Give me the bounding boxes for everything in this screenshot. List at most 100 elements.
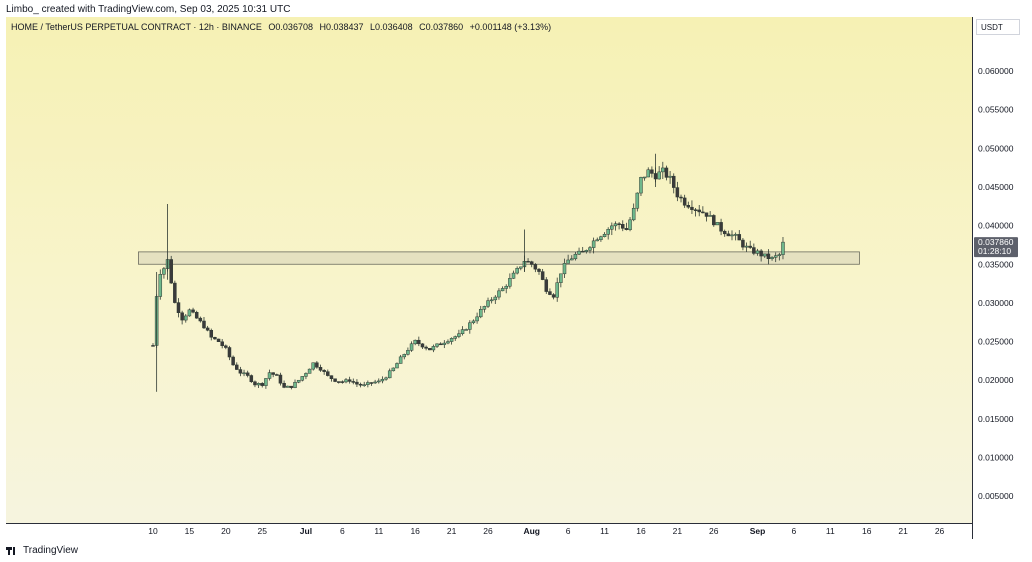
candle-body: [657, 171, 661, 180]
currency-selector[interactable]: USDT: [976, 19, 1020, 35]
footer-brand[interactable]: TradingView: [23, 545, 79, 556]
candle-body: [409, 343, 414, 351]
candle-body: [722, 230, 727, 235]
price-tick-label: 0.020000: [978, 375, 1014, 385]
candle-body: [402, 354, 407, 358]
support-zone-layer: [138, 251, 860, 265]
candle-body: [398, 356, 403, 364]
candle-body: [438, 343, 443, 346]
price-tick-label: 0.055000: [978, 105, 1014, 115]
candle-body: [748, 245, 752, 248]
candle-body: [650, 169, 654, 174]
ohlc-low: L0.036408: [370, 22, 413, 32]
candle-body: [271, 372, 275, 375]
time-ticks-layer: 10 15 20 25 Jul 6 11 16 21 26 Aug 6 11 16 21 26 Sep 6 11 16…: [148, 526, 944, 536]
price-tick-label: 0.005000: [978, 491, 1014, 501]
candle-body: [191, 309, 195, 313]
candle-body: [602, 233, 607, 237]
price-tick-label: 0.025000: [978, 337, 1014, 347]
time-tick-label: 21: [673, 526, 683, 536]
candle-body: [693, 209, 698, 211]
price-tick-label: 0.015000: [978, 414, 1014, 424]
candle-body: [606, 229, 610, 235]
price-tick-label: 0.045000: [978, 182, 1014, 192]
candle-body: [304, 373, 308, 377]
candle-body: [442, 342, 447, 345]
candle-body: [242, 372, 246, 375]
time-tick-label: 16: [410, 526, 420, 536]
candle-body: [395, 363, 399, 369]
time-axis[interactable]: [6, 523, 972, 540]
candle-body: [460, 329, 465, 334]
time-tick-label: 6: [566, 526, 571, 536]
price-tick-label: 0.035000: [978, 259, 1014, 269]
candle-body: [704, 212, 709, 217]
candle-body: [424, 346, 428, 349]
candle-body: [540, 271, 545, 280]
candle-body: [613, 223, 618, 227]
candle-body: [588, 247, 592, 251]
candle-body: [202, 320, 206, 329]
candle-body: [500, 288, 505, 292]
candle-body: [267, 372, 272, 379]
ohlc-high: H0.038437: [319, 22, 364, 32]
candle-body: [264, 378, 268, 386]
candle-body: [489, 299, 494, 302]
candle-body: [431, 346, 436, 351]
candle-body: [373, 381, 377, 384]
candle-body: [733, 234, 738, 236]
candle-body: [646, 169, 650, 178]
candle-body: [573, 253, 578, 260]
candle-body: [519, 266, 523, 269]
author-name[interactable]: Limbo_: [6, 4, 39, 15]
symbol-title[interactable]: HOME / TetherUS PERPETUAL CONTRACT · 12h…: [11, 22, 262, 32]
price-tick-label: 0.010000: [978, 453, 1014, 463]
price-ticks-layer: 0.060000 0.055000 0.050000 0.045000 0.040000…: [978, 66, 1014, 501]
candle-body: [584, 250, 589, 252]
price-tick-label: 0.040000: [978, 221, 1014, 231]
candle-body: [686, 205, 691, 208]
candle-body: [380, 378, 385, 382]
candle-body: [766, 253, 771, 260]
candle-body: [493, 296, 498, 301]
candle-body: [428, 348, 432, 351]
candle-body: [216, 338, 221, 343]
time-tick-label: 26: [483, 526, 493, 536]
candle-body: [213, 337, 217, 340]
candle-body: [366, 382, 370, 385]
price-axis[interactable]: [972, 17, 1024, 539]
candle-body: [464, 329, 468, 331]
candle-body: [639, 177, 643, 194]
candle-body: [555, 282, 559, 298]
tradingview-logo-icon[interactable]: [6, 546, 19, 555]
time-tick-label: 25: [258, 526, 268, 536]
candle-body: [256, 383, 261, 386]
candle-body: [336, 381, 341, 383]
candle-body: [333, 378, 337, 382]
candle-body: [486, 300, 490, 307]
candle-body: [278, 374, 283, 384]
symbol-legend: HOME / TetherUS PERPETUAL CONTRACT · 12h…: [11, 22, 555, 32]
candle-body: [719, 222, 723, 232]
candle-body: [551, 294, 556, 298]
candle-body: [420, 343, 425, 348]
candle-body: [158, 274, 163, 297]
candle-body: [347, 379, 352, 382]
time-tick-label: 20: [221, 526, 231, 536]
candle-body: [180, 312, 184, 321]
candle-body: [435, 343, 439, 347]
candle-body: [173, 282, 177, 303]
candle-body: [675, 187, 680, 198]
candle-body: [610, 225, 614, 230]
last-price-label: 0.037860: [978, 237, 1014, 247]
candle-body: [697, 209, 701, 213]
price-change: +0.001148 (+3.13%): [469, 22, 552, 32]
candle-body: [726, 233, 731, 237]
candle-body: [369, 382, 374, 384]
candle-body: [391, 367, 396, 372]
candle-body: [701, 211, 705, 214]
candle-body: [744, 245, 749, 248]
candle-body: [318, 367, 323, 371]
candle-body: [642, 176, 647, 179]
candle-body: [777, 254, 782, 256]
